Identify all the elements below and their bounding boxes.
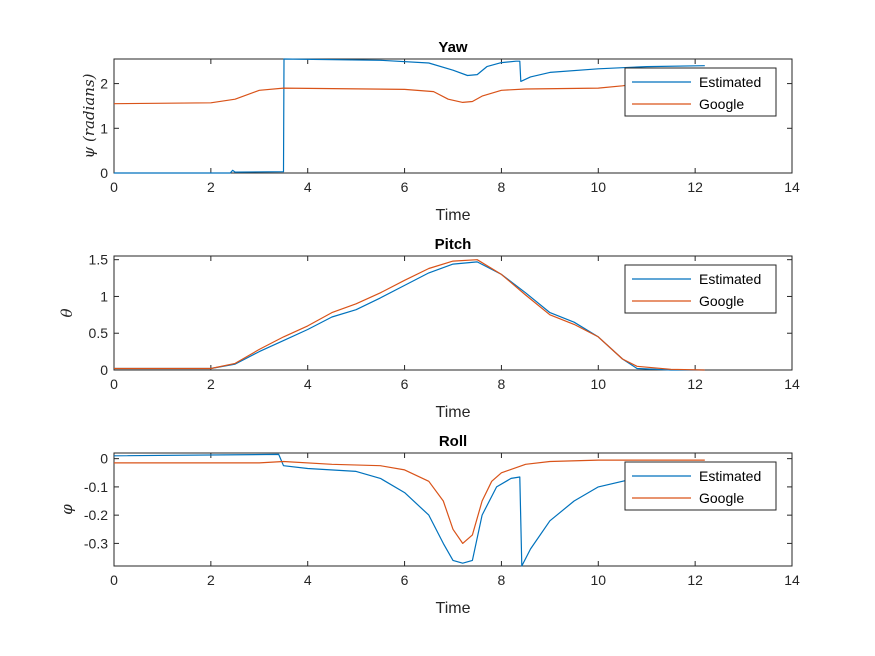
series-line-google bbox=[114, 259, 705, 371]
legend-box bbox=[624, 67, 777, 117]
y-axis-label: ψ (radians) bbox=[80, 73, 98, 158]
x-tick-label: 2 bbox=[207, 376, 215, 392]
y-tick-label: -0.2 bbox=[84, 507, 108, 523]
x-tick-label: 8 bbox=[498, 179, 506, 195]
x-axis-label: Time bbox=[436, 207, 471, 224]
x-tick-label: 2 bbox=[207, 572, 215, 588]
chart-title: Yaw bbox=[438, 39, 468, 56]
x-tick-label: 8 bbox=[498, 376, 506, 392]
y-tick-label: 2 bbox=[100, 76, 108, 92]
series-line-google bbox=[113, 80, 705, 105]
legend: Estimated Google bbox=[624, 67, 777, 117]
x-tick-label: 0 bbox=[110, 179, 118, 195]
x-tick-label: 14 bbox=[784, 572, 800, 588]
y-axis-label: θ bbox=[58, 308, 76, 317]
x-tick-label: 4 bbox=[304, 572, 312, 588]
legend: Estimated Google bbox=[624, 264, 777, 314]
x-tick-label: 4 bbox=[304, 179, 312, 195]
x-axis-label: Time bbox=[436, 404, 471, 421]
y-tick-label: 1.5 bbox=[89, 252, 109, 268]
chart-title: Pitch bbox=[435, 236, 472, 253]
x-tick-label: 4 bbox=[304, 376, 312, 392]
y-tick-label: 1 bbox=[100, 288, 108, 304]
x-tick-label: 14 bbox=[784, 179, 800, 195]
x-tick-label: 2 bbox=[207, 179, 215, 195]
legend-entry: Estimated bbox=[699, 468, 761, 484]
series-line-estimated bbox=[114, 58, 705, 174]
y-tick-label: 0.5 bbox=[89, 325, 109, 341]
x-tick-label: 6 bbox=[401, 376, 409, 392]
subplot-pitch: Pitch 0 2 4 6 8 10 12 14 0 0.5 1 1.5 Time θ Estimated Go… bbox=[58, 236, 800, 421]
x-tick-label: 0 bbox=[110, 572, 118, 588]
legend-box bbox=[624, 461, 777, 511]
y-tick-label: 1 bbox=[100, 120, 108, 136]
y-tick-label: -0.1 bbox=[84, 479, 108, 495]
x-tick-label: 14 bbox=[784, 376, 800, 392]
legend-entry: Google bbox=[699, 293, 744, 309]
y-tick-label: -0.3 bbox=[84, 535, 108, 551]
y-tick-label: 0 bbox=[100, 165, 108, 181]
x-tick-label: 10 bbox=[590, 179, 606, 195]
x-tick-label: 0 bbox=[110, 376, 118, 392]
series-line-google bbox=[114, 459, 705, 544]
x-tick-label: 12 bbox=[687, 572, 703, 588]
series-line-estimated bbox=[113, 453, 705, 567]
x-tick-label: 6 bbox=[401, 179, 409, 195]
x-tick-label: 8 bbox=[498, 572, 506, 588]
x-axis-label: Time bbox=[436, 600, 471, 617]
legend-entry: Google bbox=[699, 96, 744, 112]
legend-entry: Estimated bbox=[699, 74, 761, 90]
x-tick-label: 10 bbox=[590, 376, 606, 392]
legend-entry: Google bbox=[699, 490, 744, 506]
y-tick-label: 0 bbox=[100, 362, 108, 378]
x-tick-label: 10 bbox=[590, 572, 606, 588]
legend-box bbox=[624, 264, 777, 314]
x-tick-label: 12 bbox=[687, 179, 703, 195]
x-tick-label: 6 bbox=[401, 572, 409, 588]
y-axis-label: φ bbox=[58, 504, 76, 515]
subplot-roll: Roll 0 2 4 6 8 10 12 14 0 -0.1 -0.2 -0.3 Time φ Estimat… bbox=[58, 433, 800, 617]
x-tick-label: 12 bbox=[687, 376, 703, 392]
legend-entry: Estimated bbox=[699, 271, 761, 287]
y-tick-label: 0 bbox=[100, 451, 108, 467]
legend: Estimated Google bbox=[624, 461, 777, 511]
chart-title: Roll bbox=[439, 433, 467, 450]
